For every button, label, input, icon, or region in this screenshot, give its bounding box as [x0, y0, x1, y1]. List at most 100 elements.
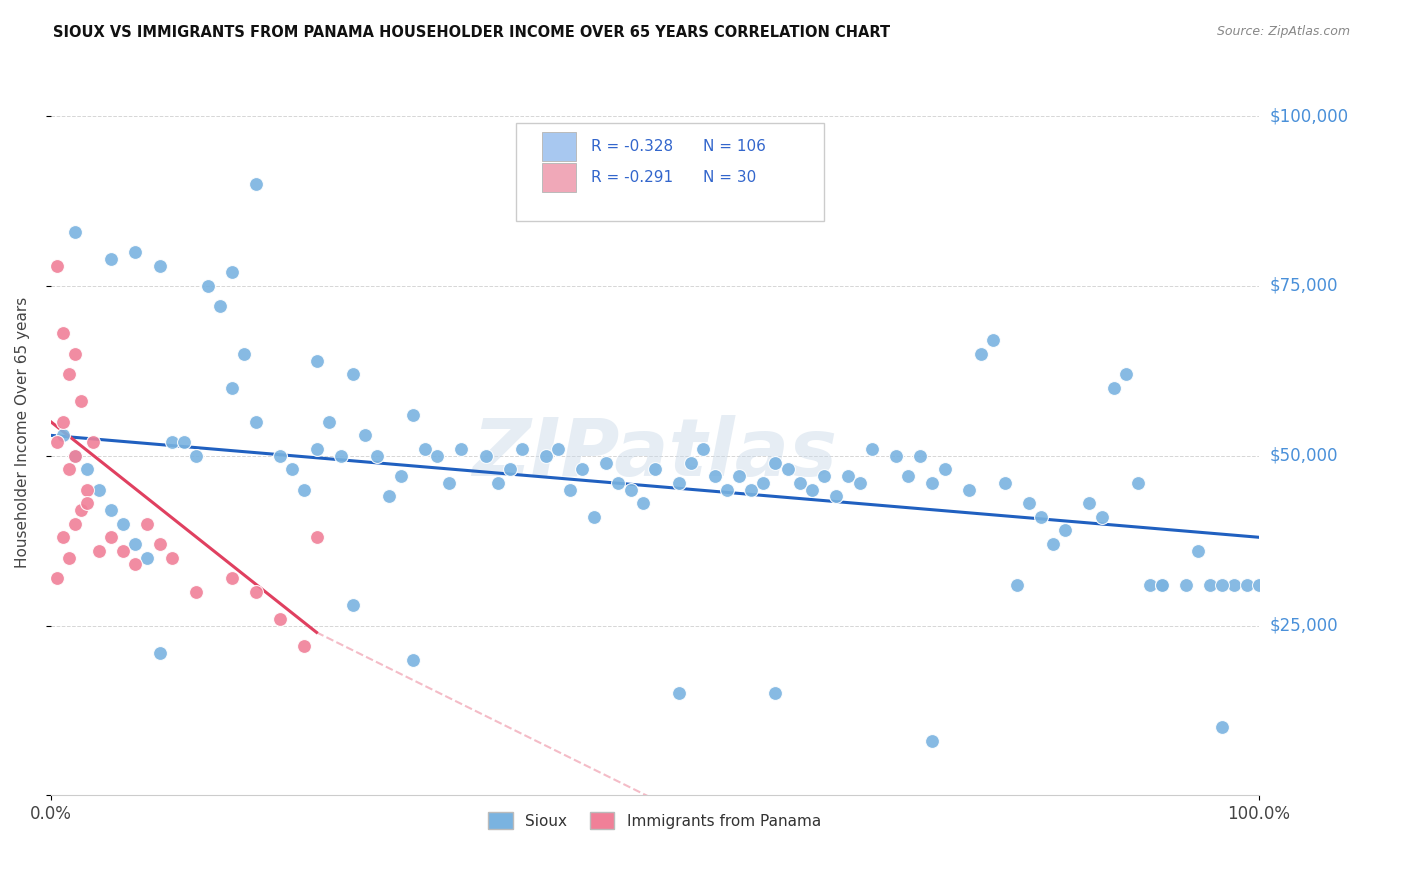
- Point: [474, 449, 496, 463]
- Point: [1042, 537, 1064, 551]
- Point: [439, 475, 461, 490]
- Point: [534, 449, 557, 463]
- Point: [692, 442, 714, 456]
- Point: [1102, 381, 1125, 395]
- Point: [245, 177, 267, 191]
- Point: [305, 442, 328, 456]
- Point: [921, 734, 943, 748]
- Point: [63, 347, 86, 361]
- Point: [499, 462, 522, 476]
- Point: [1175, 578, 1198, 592]
- Point: [994, 475, 1017, 490]
- Point: [547, 442, 569, 456]
- Point: [197, 279, 219, 293]
- Point: [184, 584, 207, 599]
- Point: [1187, 544, 1209, 558]
- Point: [1078, 496, 1101, 510]
- Point: [58, 550, 80, 565]
- Point: [1236, 578, 1258, 592]
- Point: [1126, 475, 1149, 490]
- Point: [160, 550, 183, 565]
- Point: [800, 483, 823, 497]
- Point: [148, 646, 170, 660]
- Point: [112, 544, 135, 558]
- Point: [148, 537, 170, 551]
- Point: [221, 381, 243, 395]
- Point: [45, 259, 67, 273]
- Point: [221, 571, 243, 585]
- Point: [378, 490, 401, 504]
- Point: [173, 435, 195, 450]
- Point: [752, 475, 775, 490]
- Point: [1211, 721, 1233, 735]
- Text: SIOUX VS IMMIGRANTS FROM PANAMA HOUSEHOLDER INCOME OVER 65 YEARS CORRELATION CHA: SIOUX VS IMMIGRANTS FROM PANAMA HOUSEHOL…: [53, 25, 890, 40]
- Point: [160, 435, 183, 450]
- Point: [294, 639, 316, 653]
- Point: [136, 550, 159, 565]
- Point: [1150, 578, 1173, 592]
- Text: R = -0.291: R = -0.291: [591, 170, 673, 185]
- Text: R = -0.328: R = -0.328: [591, 139, 673, 153]
- Point: [1223, 578, 1246, 592]
- Point: [776, 462, 799, 476]
- Point: [100, 530, 122, 544]
- Point: [100, 252, 122, 266]
- Point: [921, 475, 943, 490]
- FancyBboxPatch shape: [516, 123, 824, 221]
- Point: [82, 435, 104, 450]
- Point: [45, 435, 67, 450]
- Point: [124, 537, 146, 551]
- Point: [305, 530, 328, 544]
- Point: [413, 442, 436, 456]
- Text: $75,000: $75,000: [1270, 277, 1339, 295]
- Point: [76, 496, 98, 510]
- Point: [221, 265, 243, 279]
- Point: [595, 456, 617, 470]
- Point: [1031, 509, 1053, 524]
- Point: [510, 442, 533, 456]
- Point: [765, 686, 787, 700]
- Point: [52, 530, 75, 544]
- Text: N = 30: N = 30: [703, 170, 756, 185]
- Point: [1018, 496, 1040, 510]
- Point: [389, 469, 412, 483]
- Point: [342, 368, 364, 382]
- Point: [1054, 524, 1077, 538]
- Point: [426, 449, 449, 463]
- Point: [704, 469, 727, 483]
- Point: [112, 516, 135, 531]
- Bar: [543, 132, 576, 161]
- Point: [89, 483, 111, 497]
- Point: [825, 490, 848, 504]
- Point: [402, 652, 425, 666]
- Point: [631, 496, 654, 510]
- Point: [89, 544, 111, 558]
- Legend: Sioux, Immigrants from Panama: Sioux, Immigrants from Panama: [482, 806, 827, 835]
- Point: [294, 483, 316, 497]
- Point: [571, 462, 593, 476]
- Point: [269, 449, 291, 463]
- Point: [884, 449, 907, 463]
- Point: [607, 475, 630, 490]
- Point: [1005, 578, 1028, 592]
- Bar: [543, 163, 576, 192]
- Point: [124, 558, 146, 572]
- Point: [281, 462, 304, 476]
- Point: [849, 475, 872, 490]
- Point: [1139, 578, 1161, 592]
- Point: [981, 333, 1004, 347]
- Point: [619, 483, 641, 497]
- Point: [45, 571, 67, 585]
- Point: [1115, 368, 1137, 382]
- Point: [728, 469, 751, 483]
- Y-axis label: Householder Income Over 65 years: Householder Income Over 65 years: [15, 296, 30, 567]
- Point: [63, 225, 86, 239]
- Point: [897, 469, 920, 483]
- Point: [716, 483, 738, 497]
- Point: [63, 516, 86, 531]
- Point: [1199, 578, 1222, 592]
- Point: [63, 449, 86, 463]
- Text: N = 106: N = 106: [703, 139, 766, 153]
- Point: [837, 469, 859, 483]
- Point: [76, 483, 98, 497]
